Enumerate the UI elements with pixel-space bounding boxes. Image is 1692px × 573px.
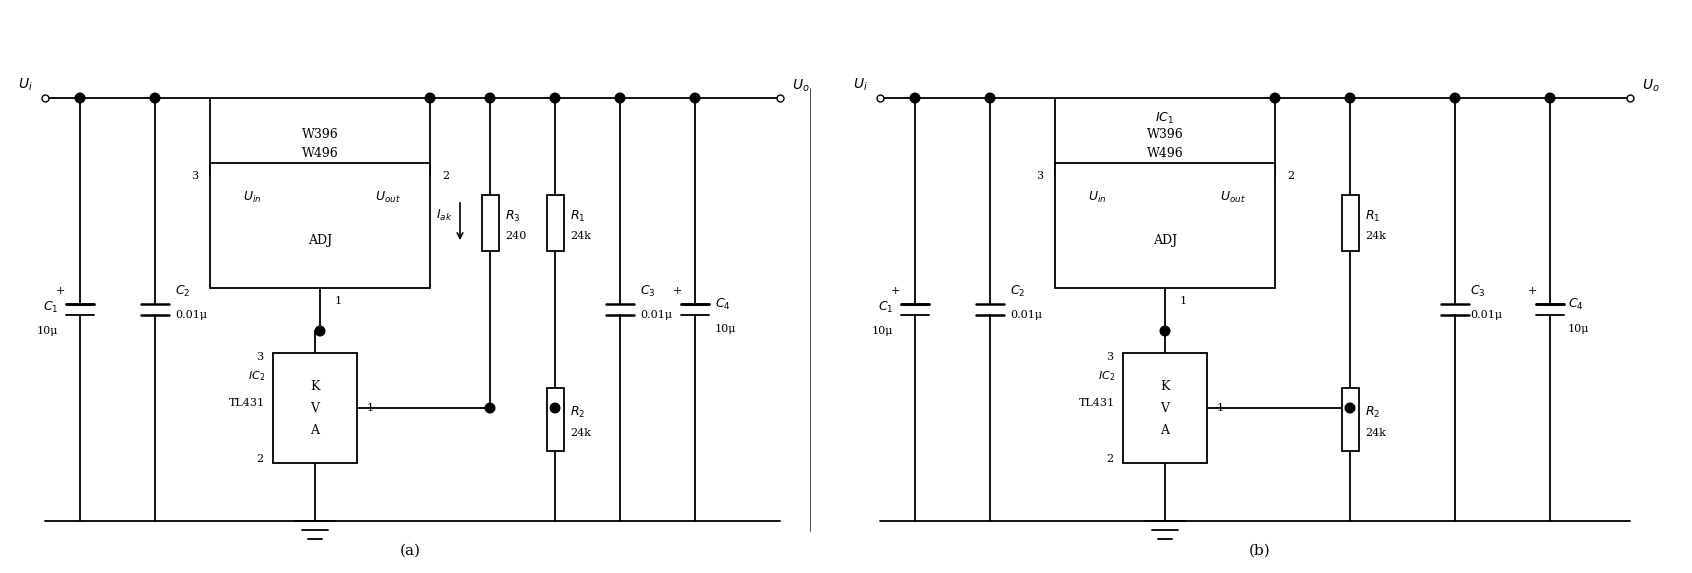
Text: 1: 1: [1179, 296, 1188, 306]
Text: TL431: TL431: [228, 398, 266, 408]
Circle shape: [1345, 93, 1355, 103]
Text: $C_3$: $C_3$: [1470, 284, 1486, 299]
Text: 24k: 24k: [1365, 231, 1386, 241]
Text: 3: 3: [191, 171, 198, 181]
Text: +: +: [56, 286, 64, 296]
Text: TL431: TL431: [1079, 398, 1115, 408]
Circle shape: [616, 93, 624, 103]
Circle shape: [1271, 93, 1279, 103]
Text: $C_2$: $C_2$: [174, 284, 190, 299]
Text: 0.01μ: 0.01μ: [640, 309, 672, 320]
Text: K: K: [310, 379, 320, 393]
Text: $U_o$: $U_o$: [1641, 78, 1660, 94]
Bar: [547, 388, 563, 451]
Text: V: V: [311, 402, 320, 414]
Text: $IC_1$: $IC_1$: [1156, 111, 1174, 125]
Text: ADJ: ADJ: [1152, 234, 1178, 247]
Bar: [547, 195, 563, 251]
Text: $C_4$: $C_4$: [1568, 297, 1584, 312]
Text: $U_{out}$: $U_{out}$: [1220, 190, 1245, 205]
Text: $C_3$: $C_3$: [640, 284, 655, 299]
Bar: [1342, 388, 1359, 451]
Circle shape: [425, 93, 435, 103]
Text: $IC_2$: $IC_2$: [1098, 369, 1115, 383]
Text: $U_o$: $U_o$: [792, 78, 810, 94]
Text: 1: 1: [335, 296, 342, 306]
Text: W496: W496: [301, 147, 338, 159]
Circle shape: [1545, 93, 1555, 103]
Text: $U_{out}$: $U_{out}$: [376, 190, 401, 205]
Text: $R_2$: $R_2$: [570, 405, 585, 420]
Circle shape: [1450, 93, 1460, 103]
Text: $C_4$: $C_4$: [716, 297, 731, 312]
Text: V: V: [1161, 402, 1169, 414]
Text: K: K: [1161, 379, 1169, 393]
Bar: [482, 195, 499, 251]
Text: 10μ: 10μ: [1568, 324, 1589, 335]
Text: $I_{ak}$: $I_{ak}$: [435, 207, 452, 222]
Text: $C_1$: $C_1$: [878, 300, 893, 315]
Text: $C_1$: $C_1$: [42, 300, 58, 315]
Text: 3: 3: [1036, 171, 1042, 181]
Bar: [1342, 195, 1359, 251]
Bar: [1123, 353, 1206, 463]
Text: $U_i$: $U_i$: [19, 77, 34, 93]
Text: W496: W496: [1147, 147, 1183, 159]
Text: $R_2$: $R_2$: [1365, 405, 1381, 420]
Text: 24k: 24k: [570, 231, 591, 241]
Text: ADJ: ADJ: [308, 234, 332, 247]
Circle shape: [690, 93, 700, 103]
Text: +: +: [890, 286, 900, 296]
Text: 24k: 24k: [570, 427, 591, 438]
Text: 0.01μ: 0.01μ: [1470, 309, 1502, 320]
Text: (b): (b): [1249, 544, 1271, 558]
Text: (a): (a): [399, 544, 421, 558]
Text: 2: 2: [1288, 171, 1294, 181]
Text: A: A: [1161, 423, 1169, 437]
Text: $IC_2$: $IC_2$: [247, 369, 266, 383]
Text: $U_{in}$: $U_{in}$: [1088, 190, 1107, 205]
Text: 240: 240: [504, 231, 526, 241]
Circle shape: [910, 93, 920, 103]
Text: $R_1$: $R_1$: [1365, 209, 1381, 223]
Circle shape: [151, 93, 159, 103]
Text: $R_1$: $R_1$: [570, 209, 585, 223]
Text: 0.01μ: 0.01μ: [1010, 309, 1042, 320]
Text: 1: 1: [1217, 403, 1223, 413]
Text: $U_{in}$: $U_{in}$: [242, 190, 261, 205]
Text: 10μ: 10μ: [871, 327, 893, 336]
Circle shape: [74, 93, 85, 103]
Text: +: +: [672, 286, 682, 296]
Text: 2: 2: [255, 454, 262, 464]
Text: $C_2$: $C_2$: [1010, 284, 1025, 299]
Circle shape: [550, 403, 560, 413]
Text: +: +: [1528, 286, 1536, 296]
Text: 24k: 24k: [1365, 427, 1386, 438]
Text: 3: 3: [255, 352, 262, 362]
Circle shape: [486, 403, 494, 413]
Text: A: A: [311, 423, 320, 437]
Text: 2: 2: [1107, 454, 1113, 464]
Circle shape: [1161, 326, 1169, 336]
Text: 10μ: 10μ: [716, 324, 736, 335]
Bar: [1056, 163, 1276, 288]
Text: 10μ: 10μ: [37, 327, 58, 336]
Text: W396: W396: [301, 128, 338, 142]
Text: 0.01μ: 0.01μ: [174, 309, 206, 320]
Circle shape: [1345, 403, 1355, 413]
Text: 1: 1: [367, 403, 374, 413]
Text: W396: W396: [1147, 128, 1183, 142]
Bar: [272, 353, 357, 463]
Circle shape: [486, 93, 494, 103]
Text: 3: 3: [1107, 352, 1113, 362]
Text: $R_3$: $R_3$: [504, 209, 521, 223]
Bar: [210, 163, 430, 288]
Circle shape: [315, 326, 325, 336]
Text: 2: 2: [442, 171, 448, 181]
Circle shape: [985, 93, 995, 103]
Text: $U_i$: $U_i$: [853, 77, 868, 93]
Circle shape: [550, 93, 560, 103]
